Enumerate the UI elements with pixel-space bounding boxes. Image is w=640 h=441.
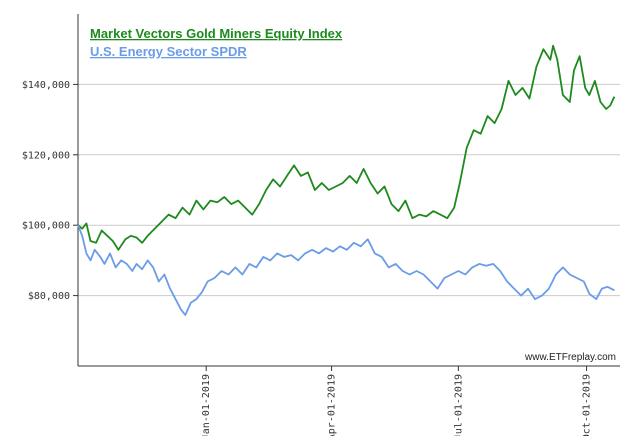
axis-layer: $80,000 $100,000 $120,000 $140,000 Jan-01-20… (22, 14, 620, 440)
legend: Market Vectors Gold Miners Equity Index U… (90, 26, 343, 59)
y-tick-label: $80,000 (28, 291, 70, 302)
y-tick-label: $140,000 (22, 80, 70, 91)
x-tick-label: Apr-01-2019 (327, 374, 338, 436)
series-line-energy-spdr (77, 224, 615, 316)
legend-entry[interactable]: U.S. Energy Sector SPDR (90, 44, 247, 59)
legend-entry[interactable]: Market Vectors Gold Miners Equity Index (90, 26, 343, 41)
y-tick-label: $120,000 (22, 150, 70, 161)
y-tick-label: $100,000 (22, 221, 70, 232)
series-line-gold-miners (77, 44, 616, 251)
watermark-text: www.ETFreplay.com (524, 352, 616, 363)
x-tick-label: Oct-01-2019 (582, 374, 593, 436)
grid-layer (78, 83, 620, 297)
x-tick-label: Jan-01-2019 (201, 374, 212, 436)
series-layer (77, 44, 616, 316)
x-tick-label: Jul-01-2019 (453, 374, 464, 436)
